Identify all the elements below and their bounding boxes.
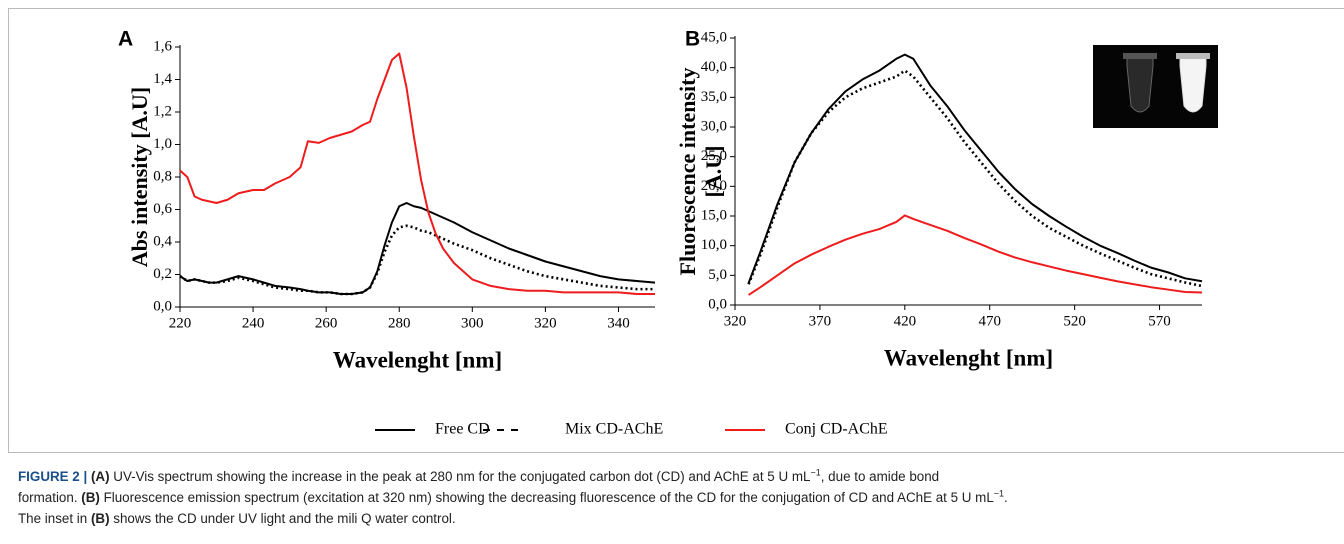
- caption-text: UV-Vis spectrum showing the increase in …: [109, 469, 811, 484]
- caption-text: (A): [90, 469, 110, 484]
- x-axis-title: Wavelenght [nm]: [333, 347, 502, 372]
- y-tick-label: 0,2: [153, 266, 172, 282]
- y-tick-label: 0,6: [153, 201, 172, 217]
- caption-text: shows the CD under UV light and the mili…: [109, 511, 456, 526]
- caption: FIGURE 2 | (A) UV-Vis spectrum showing t…: [18, 466, 1328, 529]
- x-tick-label: 420: [894, 313, 917, 329]
- y-tick-label: 0,8: [153, 168, 172, 184]
- data-line: [747, 53, 1203, 284]
- y-tick-label: 1,6: [153, 38, 172, 54]
- legend-label: Mix CD-AChE: [565, 421, 663, 438]
- x-tick-label: 220: [169, 315, 192, 331]
- x-tick-label: 470: [978, 313, 1001, 329]
- y-axis-title: Fluorescence intensity: [675, 68, 700, 276]
- data-line: [747, 69, 1203, 288]
- legend-label: Conj CD-AChE: [785, 421, 888, 438]
- caption-text: (B): [81, 490, 100, 505]
- x-tick-label: 570: [1148, 313, 1171, 329]
- caption-line: formation. (B) Fluorescence emission spe…: [18, 487, 1328, 508]
- data-line: [179, 224, 655, 296]
- y-tick-label: 15,0: [701, 207, 727, 223]
- data-line: [179, 52, 655, 295]
- y-tick-label: 1,0: [153, 136, 172, 152]
- legend-item: Mix CD-AChE: [483, 421, 663, 438]
- caption-text: formation.: [18, 490, 82, 505]
- y-tick-label: 25,0: [701, 148, 727, 164]
- y-tick-label: 10,0: [701, 237, 727, 253]
- y-axis-title: [A.U]: [701, 146, 726, 198]
- y-tick-label: 0,0: [708, 296, 727, 312]
- x-tick-label: 520: [1063, 313, 1086, 329]
- data-line: [748, 214, 1203, 296]
- y-tick-label: 45,0: [701, 29, 727, 45]
- x-tick-label: 280: [388, 315, 411, 331]
- x-tick-label: 320: [724, 313, 747, 329]
- y-axis-title: Abs intensity [A.U]: [127, 87, 152, 267]
- x-tick-label: 340: [607, 315, 630, 331]
- caption-text: Fluorescence emission spectrum (excitati…: [99, 490, 994, 505]
- y-tick-label: 0,0: [153, 298, 172, 314]
- caption-text: −1: [810, 467, 821, 478]
- panel-label: A: [118, 28, 133, 51]
- data-line: [179, 202, 656, 295]
- inset-photo: [1093, 45, 1218, 128]
- caption-text: The inset in: [18, 511, 91, 526]
- caption-text: FIGURE 2 |: [18, 469, 91, 484]
- figure-frame: [8, 8, 1344, 453]
- x-axis-title: Wavelenght [nm]: [884, 345, 1053, 370]
- caption-text: , due to amide bond: [820, 469, 940, 484]
- x-tick-label: 370: [809, 313, 832, 329]
- legend-item: Conj CD-AChE: [725, 421, 888, 438]
- caption-text: .: [1004, 490, 1008, 505]
- y-tick-label: 20,0: [701, 178, 727, 194]
- y-tick-label: 40,0: [701, 59, 727, 75]
- y-tick-label: 1,4: [153, 71, 172, 87]
- y-tick-label: 5,0: [708, 267, 727, 283]
- legend-label: Free CD: [435, 421, 490, 438]
- y-tick-label: 35,0: [701, 89, 727, 105]
- caption-text: −1: [993, 488, 1005, 499]
- y-tick-label: 30,0: [701, 118, 727, 134]
- y-tick-label: 0,4: [153, 233, 172, 249]
- figure: 0,0 0,2 0,4 0,6 0,8 1,0 1,2 1,4 1,6 220 240 260 280 3…: [8, 8, 1344, 453]
- legend-item: Free CD: [375, 421, 490, 438]
- y-tick-label: 1,2: [153, 103, 172, 119]
- caption-line: The inset in (B) shows the CD under UV l…: [18, 508, 1328, 529]
- caption-line: FIGURE 2 | (A) UV-Vis spectrum showing t…: [18, 466, 1328, 487]
- x-tick-label: 320: [534, 315, 557, 331]
- panel-label: B: [685, 28, 700, 51]
- x-tick-label: 260: [315, 315, 338, 331]
- x-tick-label: 240: [242, 315, 265, 331]
- x-tick-label: 300: [461, 315, 484, 331]
- caption-text: (B): [90, 511, 110, 526]
